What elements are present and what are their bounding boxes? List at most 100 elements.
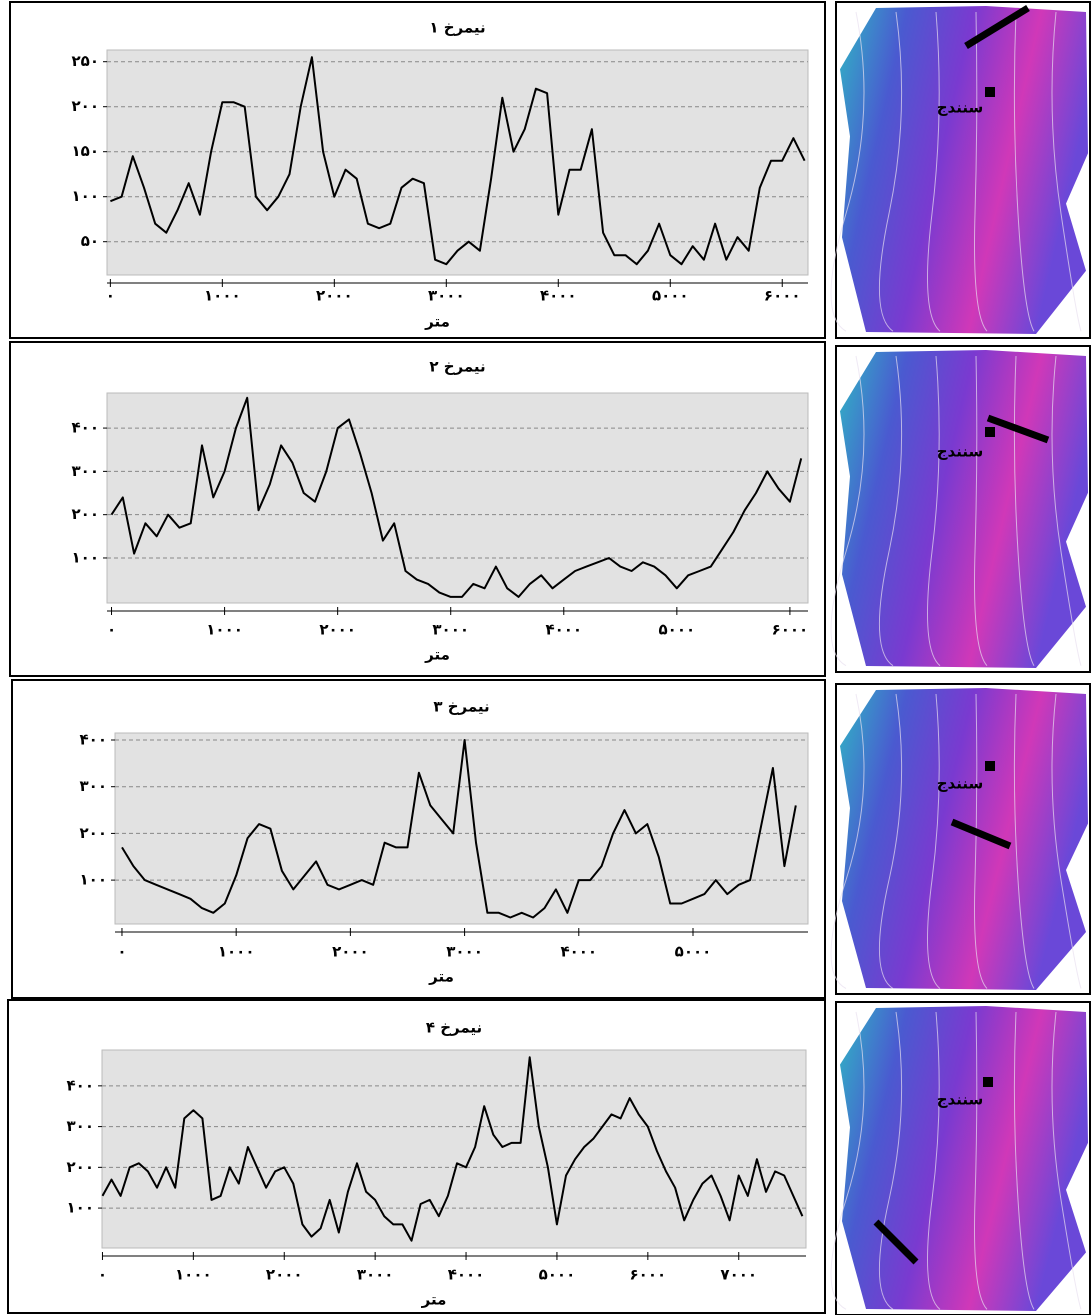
x-tick-label: ۴۰۰۰ xyxy=(448,1266,485,1284)
river xyxy=(1051,11,1082,332)
x-axis-label: متر xyxy=(424,646,450,664)
x-axis-label: متر xyxy=(428,968,454,986)
terrain-map xyxy=(840,1006,1088,1311)
chart-title: نیمرخ ۴ xyxy=(426,1019,482,1037)
x-tick-label: ۳۰۰۰ xyxy=(446,943,483,961)
y-tick-label: ۳۰۰ xyxy=(67,1117,94,1135)
y-tick-label: ۲۰۰ xyxy=(72,505,99,523)
y-tick-label: ۴۰۰ xyxy=(72,419,99,437)
y-tick-label: ۲۰۰ xyxy=(80,824,107,842)
terrain-map xyxy=(840,688,1088,990)
profile-line xyxy=(110,396,803,598)
river xyxy=(927,355,941,667)
x-tick-label: ۷۰۰۰ xyxy=(720,1266,757,1284)
river xyxy=(878,693,903,989)
river xyxy=(878,1011,903,1310)
city-marker xyxy=(985,87,995,97)
y-tick-label: ۴۰۰ xyxy=(67,1076,94,1094)
river xyxy=(1051,355,1082,666)
river xyxy=(974,355,988,667)
profile-trace xyxy=(986,414,1050,444)
river xyxy=(830,11,865,332)
city-marker xyxy=(983,1077,993,1087)
x-tick-label: ۵۰۰۰ xyxy=(675,943,712,961)
river xyxy=(1051,1011,1082,1310)
chart-title: نیمرخ ۱ xyxy=(429,19,485,37)
profile-trace xyxy=(964,5,1030,49)
river xyxy=(974,11,988,332)
x-tick-label: ۱۰۰۰ xyxy=(218,943,255,961)
river xyxy=(927,693,941,989)
x-tick-label: ۶۰۰۰ xyxy=(630,1266,667,1284)
river xyxy=(1013,355,1035,666)
chart-title: نیمرخ ۲ xyxy=(429,358,485,376)
y-tick-label: ۴۰۰ xyxy=(80,731,107,749)
x-tick-label: ۴۰۰۰ xyxy=(545,621,582,639)
x-tick-label: ۲۰۰۰ xyxy=(319,621,356,639)
river xyxy=(974,693,988,989)
x-tick-label: ۴۰۰۰ xyxy=(540,287,577,305)
x-tick-label: ۳۰۰۰ xyxy=(357,1266,394,1284)
x-tick-label: ۱۰۰۰ xyxy=(175,1266,212,1284)
y-tick-label: ۲۵۰ xyxy=(72,52,99,70)
river xyxy=(1013,11,1035,332)
profile-line xyxy=(121,739,797,919)
plot-area xyxy=(101,1049,807,1249)
profile-trace xyxy=(873,1219,919,1265)
river xyxy=(1013,693,1035,989)
river xyxy=(927,1011,941,1310)
y-tick-label: ۳۰۰ xyxy=(80,777,107,795)
x-tick-label: ۵۰۰۰ xyxy=(652,287,689,305)
river xyxy=(830,693,865,989)
plot-area xyxy=(106,49,809,276)
x-tick-label: ۲۰۰۰ xyxy=(316,287,353,305)
y-tick-label: ۱۵۰ xyxy=(72,142,99,160)
river xyxy=(878,355,903,667)
profile-line xyxy=(110,56,806,266)
chart-title: نیمرخ ۳ xyxy=(433,698,489,716)
terrain-map xyxy=(840,6,1088,334)
x-tick-label: ۱۰۰۰ xyxy=(206,621,243,639)
y-tick-label: ۱۰۰ xyxy=(80,871,107,889)
river xyxy=(974,1011,988,1310)
x-tick-label: ۶۰۰۰ xyxy=(772,621,809,639)
x-tick-label: ۰ xyxy=(106,287,115,305)
x-tick-label: ۴۰۰۰ xyxy=(560,943,597,961)
city-marker xyxy=(985,761,995,771)
y-tick-label: ۳۰۰ xyxy=(72,462,99,480)
x-tick-label: ۵۰۰۰ xyxy=(659,621,696,639)
y-tick-label: ۲۰۰ xyxy=(67,1158,94,1176)
profile-line xyxy=(101,1056,804,1242)
plot-area xyxy=(106,392,809,604)
x-axis-label: متر xyxy=(421,1291,447,1309)
city-label: سنندج xyxy=(937,99,983,117)
city-marker xyxy=(985,427,995,437)
city-label: سنندج xyxy=(937,775,983,793)
y-tick-label: ۱۰۰ xyxy=(67,1199,94,1217)
y-tick-label: ۵۰ xyxy=(81,232,99,250)
river xyxy=(830,1011,865,1310)
x-axis-label: متر xyxy=(424,313,450,331)
x-tick-label: ۰ xyxy=(117,943,126,961)
x-tick-label: ۵۰۰۰ xyxy=(539,1266,576,1284)
y-tick-label: ۱۰۰ xyxy=(72,548,99,566)
profile-trace xyxy=(950,818,1012,850)
river xyxy=(1051,693,1082,989)
x-tick-label: ۰ xyxy=(107,621,116,639)
x-tick-label: ۳۰۰۰ xyxy=(432,621,469,639)
x-tick-label: ۶۰۰۰ xyxy=(764,287,801,305)
city-label: سنندج xyxy=(937,443,983,461)
x-tick-label: ۳۰۰۰ xyxy=(428,287,465,305)
x-tick-label: ۲۰۰۰ xyxy=(332,943,369,961)
y-tick-label: ۱۰۰ xyxy=(72,187,99,205)
terrain-map xyxy=(840,350,1088,668)
x-tick-label: ۲۰۰۰ xyxy=(266,1266,303,1284)
x-tick-label: ۱۰۰۰ xyxy=(204,287,241,305)
city-label: سنندج xyxy=(937,1091,983,1109)
river xyxy=(878,11,903,332)
river xyxy=(1013,1011,1035,1310)
river xyxy=(830,355,865,667)
river xyxy=(927,11,941,332)
x-tick-label: ۰ xyxy=(98,1266,107,1284)
